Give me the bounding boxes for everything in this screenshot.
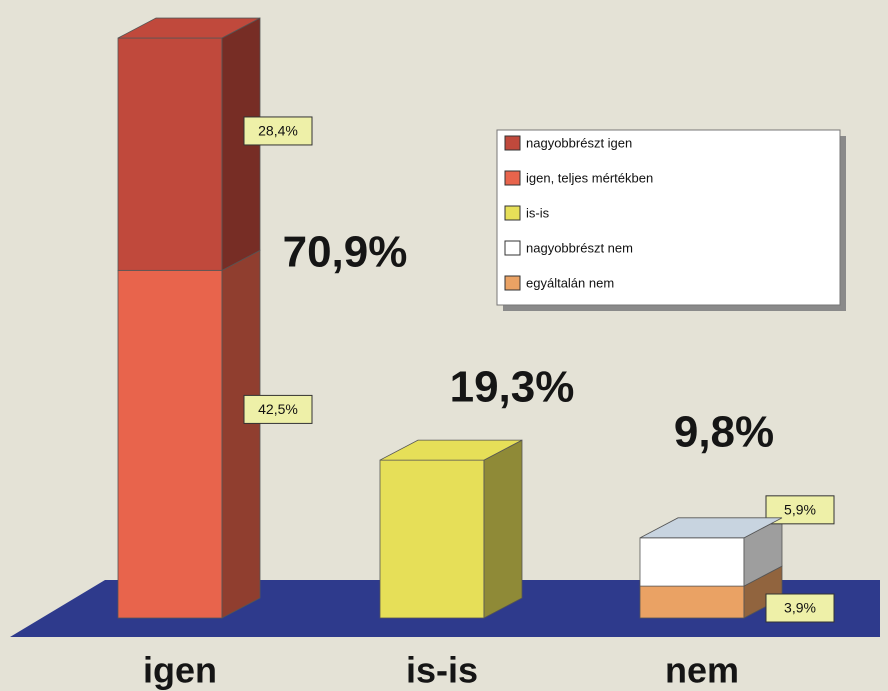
bar-front xyxy=(639,537,745,587)
value-label: 5,9% xyxy=(784,502,816,518)
bar-segment xyxy=(639,565,783,619)
value-label: 28,4% xyxy=(258,123,298,139)
bar-top xyxy=(639,517,783,539)
value-label-box xyxy=(243,116,313,146)
legend-box xyxy=(496,129,841,306)
legend-label: igen, teljes mértékben xyxy=(526,170,653,185)
legend-swatch xyxy=(504,135,521,151)
bar-segment xyxy=(117,17,261,272)
bar-top xyxy=(379,439,523,461)
bar-segment xyxy=(117,249,261,619)
bar-side xyxy=(483,439,523,619)
total-label: 9,8% xyxy=(674,408,774,457)
x-tick-label: igen xyxy=(143,650,217,691)
bar-front xyxy=(117,37,223,271)
legend-swatch xyxy=(504,240,521,256)
bar-top xyxy=(117,17,261,39)
x-tick-label: nem xyxy=(665,650,739,691)
bar-front xyxy=(639,585,745,619)
value-label: 42,5% xyxy=(258,401,298,417)
bar-front xyxy=(379,459,485,619)
legend-swatch xyxy=(504,205,521,221)
bar-segment xyxy=(379,439,523,619)
legend-label: nagyobbrészt nem xyxy=(526,240,633,255)
legend-swatch xyxy=(504,170,521,186)
value-label-box xyxy=(765,593,835,623)
value-label-box xyxy=(243,394,313,424)
total-label: 19,3% xyxy=(450,363,575,412)
bar-segment xyxy=(639,517,783,587)
value-label: 3,9% xyxy=(784,600,816,616)
legend-label: egyáltalán nem xyxy=(526,275,614,290)
x-tick-label: is-is xyxy=(406,650,478,691)
bar-front xyxy=(117,269,223,619)
legend-swatch xyxy=(504,275,521,291)
total-label: 70,9% xyxy=(283,228,408,277)
legend-label: nagyobbrészt igen xyxy=(526,135,632,150)
legend-label: is-is xyxy=(526,205,550,220)
legend: nagyobbrészt igen igen, teljes mértékben i… xyxy=(496,129,846,311)
bar-side xyxy=(221,249,261,619)
